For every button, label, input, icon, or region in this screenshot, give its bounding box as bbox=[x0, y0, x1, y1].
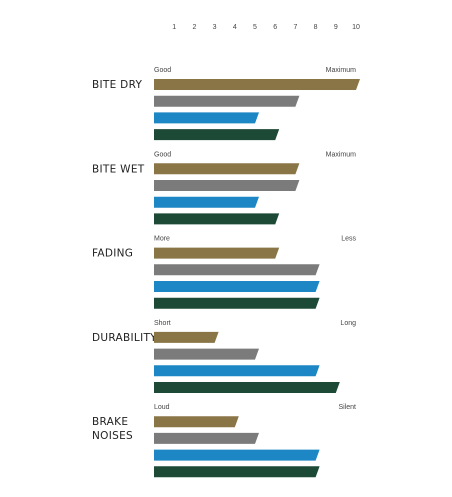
chart-group: Good Maximum BITE DRY bbox=[92, 67, 360, 141]
bar bbox=[154, 365, 320, 377]
bar bbox=[154, 466, 320, 478]
scale-low-label: Short bbox=[154, 320, 171, 327]
bar bbox=[154, 331, 219, 343]
bar bbox=[154, 247, 280, 259]
bar bbox=[154, 264, 320, 276]
group-title: BRAKE bbox=[92, 416, 128, 428]
scale-low-label: Good bbox=[154, 67, 171, 74]
scale-high-label: Long bbox=[340, 320, 356, 327]
bar bbox=[154, 432, 259, 444]
group-title: NOISES bbox=[92, 430, 133, 442]
x-tick-label: 5 bbox=[253, 24, 257, 31]
x-tick-label: 1 bbox=[172, 24, 176, 31]
bar bbox=[154, 196, 259, 208]
scale-low-label: Loud bbox=[154, 404, 170, 411]
bar bbox=[154, 449, 320, 461]
bar bbox=[154, 129, 280, 141]
bar bbox=[154, 281, 320, 292]
scale-high-label: Maximum bbox=[326, 67, 357, 74]
bar bbox=[154, 416, 239, 428]
bar bbox=[154, 112, 259, 124]
chart-group: Loud Silent BRAKE NOISES bbox=[92, 404, 356, 478]
bar bbox=[154, 348, 259, 360]
x-tick-label: 4 bbox=[233, 24, 237, 31]
x-tick-label: 2 bbox=[192, 24, 196, 31]
x-axis-ticks: 1 2 3 4 5 6 7 8 9 10 bbox=[172, 24, 360, 31]
scale-low-label: Good bbox=[154, 151, 171, 158]
bar bbox=[154, 163, 300, 175]
chart-groups: Good Maximum BITE DRY Good Maximum BITE WET Mo… bbox=[92, 67, 360, 478]
bar bbox=[154, 213, 280, 225]
group-title: FADING bbox=[92, 248, 133, 260]
bar bbox=[154, 95, 300, 107]
x-tick-label: 7 bbox=[293, 24, 297, 31]
bar bbox=[154, 79, 360, 90]
x-tick-label: 10 bbox=[352, 24, 360, 31]
group-title: BITE WET bbox=[92, 163, 145, 175]
bar bbox=[154, 180, 300, 191]
chart-group: Good Maximum BITE WET bbox=[92, 151, 357, 225]
x-tick-label: 3 bbox=[213, 24, 217, 31]
scale-low-label: More bbox=[154, 236, 170, 243]
x-tick-label: 9 bbox=[334, 24, 338, 31]
x-tick-label: 6 bbox=[273, 24, 277, 31]
scale-high-label: Silent bbox=[338, 404, 356, 411]
x-tick-label: 8 bbox=[314, 24, 318, 31]
scale-high-label: Maximum bbox=[326, 151, 357, 158]
bar bbox=[154, 382, 340, 393]
scale-high-label: Less bbox=[341, 236, 356, 243]
chart-group: Short Long DURABILITY bbox=[92, 320, 356, 393]
chart-group: More Less FADING bbox=[92, 236, 356, 309]
group-title: BITE DRY bbox=[92, 79, 142, 91]
bar bbox=[154, 297, 320, 309]
group-title: DURABILITY bbox=[92, 332, 157, 344]
